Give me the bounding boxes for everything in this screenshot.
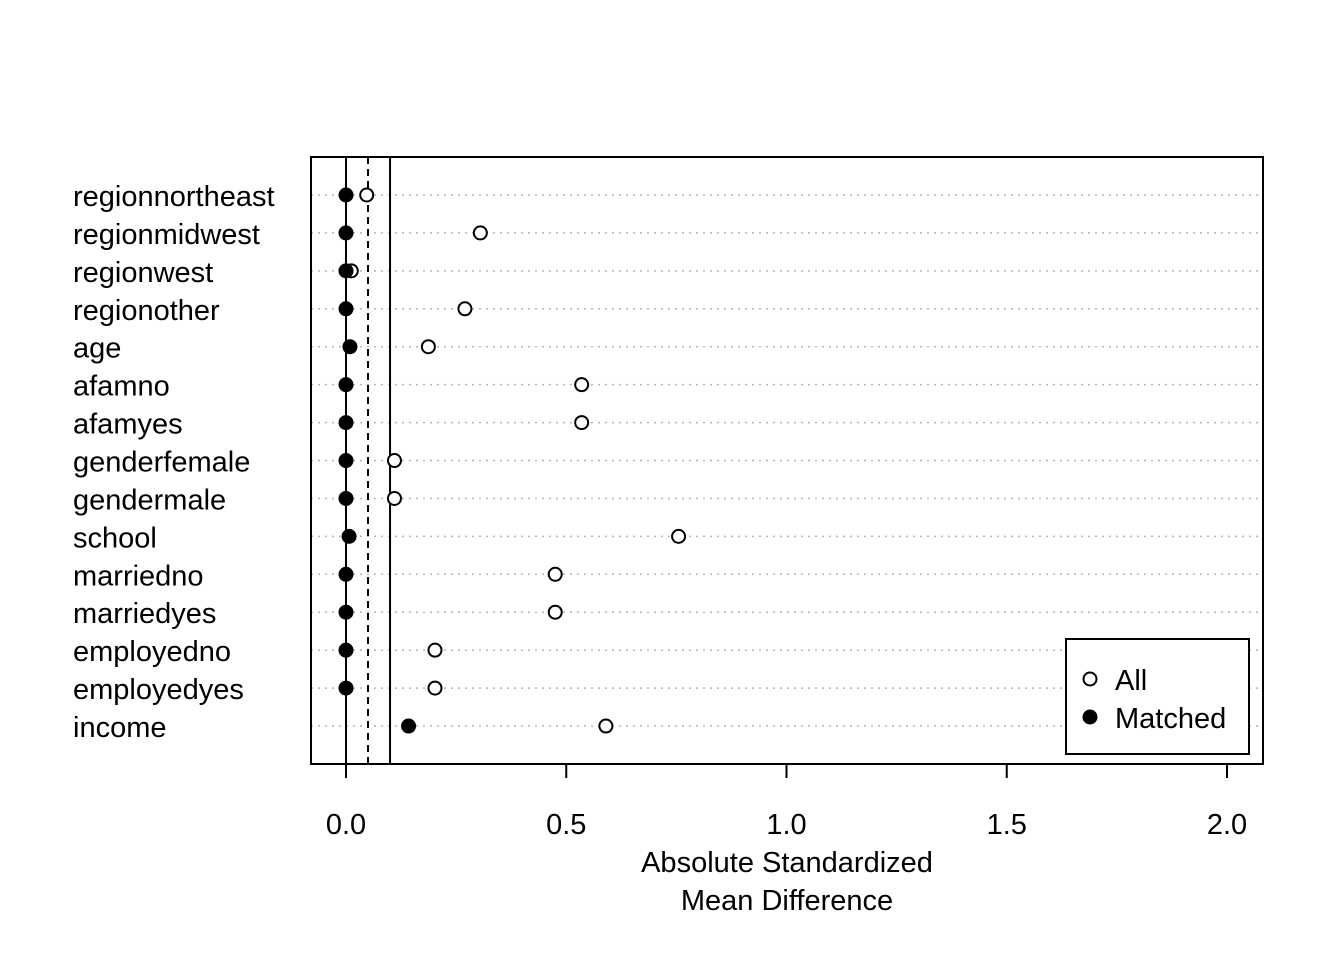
category-label: regionnortheast [73,181,275,213]
x-axis-label-line-2: Mean Difference [681,885,893,917]
matched-point [338,604,354,620]
category-label: employedyes [73,674,244,706]
category-labels: regionnortheast regionmidwest regionwest re… [73,181,275,744]
matched-point [338,642,354,658]
grid-lines [311,194,1263,727]
category-label: marriedyes [73,598,216,630]
all-point [427,642,443,658]
matched-point [338,566,354,582]
category-label: regionmidwest [73,219,260,251]
all-point [386,453,402,469]
category-label: marriedno [73,560,204,592]
category-label: employedno [73,636,231,668]
matched-point [338,301,354,317]
all-point [574,415,590,431]
all-point [574,377,590,393]
category-label: regionwest [73,257,213,289]
matched-point [338,415,354,431]
legend-marker-matched [1082,709,1098,725]
category-label: genderfemale [73,447,250,479]
matched-point [338,225,354,241]
x-tick-label: 1.0 [766,809,806,841]
category-label: age [73,333,121,365]
matched-point [338,490,354,506]
all-point [427,680,443,696]
matched-point [338,187,354,203]
category-label: income [73,712,167,744]
matched-point [342,339,358,355]
legend-label-matched: Matched [1115,703,1226,735]
all-point [359,187,375,203]
matched-point [338,377,354,393]
x-axis-label-line-1: Absolute Standardized [641,847,933,879]
all-point [386,490,402,506]
all-point [598,718,614,734]
category-label: afamyes [73,409,183,441]
category-label: gendermale [73,484,226,516]
legend: All Matched [1065,638,1250,755]
all-point [547,604,563,620]
matched-point [341,528,357,544]
matched-point [338,680,354,696]
matched-point [338,453,354,469]
all-point [420,339,436,355]
legend-marker-all [1082,671,1098,687]
legend-label-all: All [1115,665,1147,697]
x-tick-label: 1.5 [987,809,1027,841]
category-label: regionother [73,295,220,327]
all-point [671,528,687,544]
all-point [472,225,488,241]
x-axis: 0.0 0.5 1.0 1.5 2.0 [326,763,1247,841]
x-tick-label: 0.0 [326,809,366,841]
all-point [457,301,473,317]
matched-point [338,263,354,279]
x-tick-label: 2.0 [1207,809,1247,841]
legend-box [1065,638,1250,755]
category-label: afamno [73,371,170,403]
matched-point [401,718,417,734]
data-points [338,187,687,734]
x-tick-label: 0.5 [546,809,586,841]
all-point [547,566,563,582]
category-label: school [73,522,157,554]
